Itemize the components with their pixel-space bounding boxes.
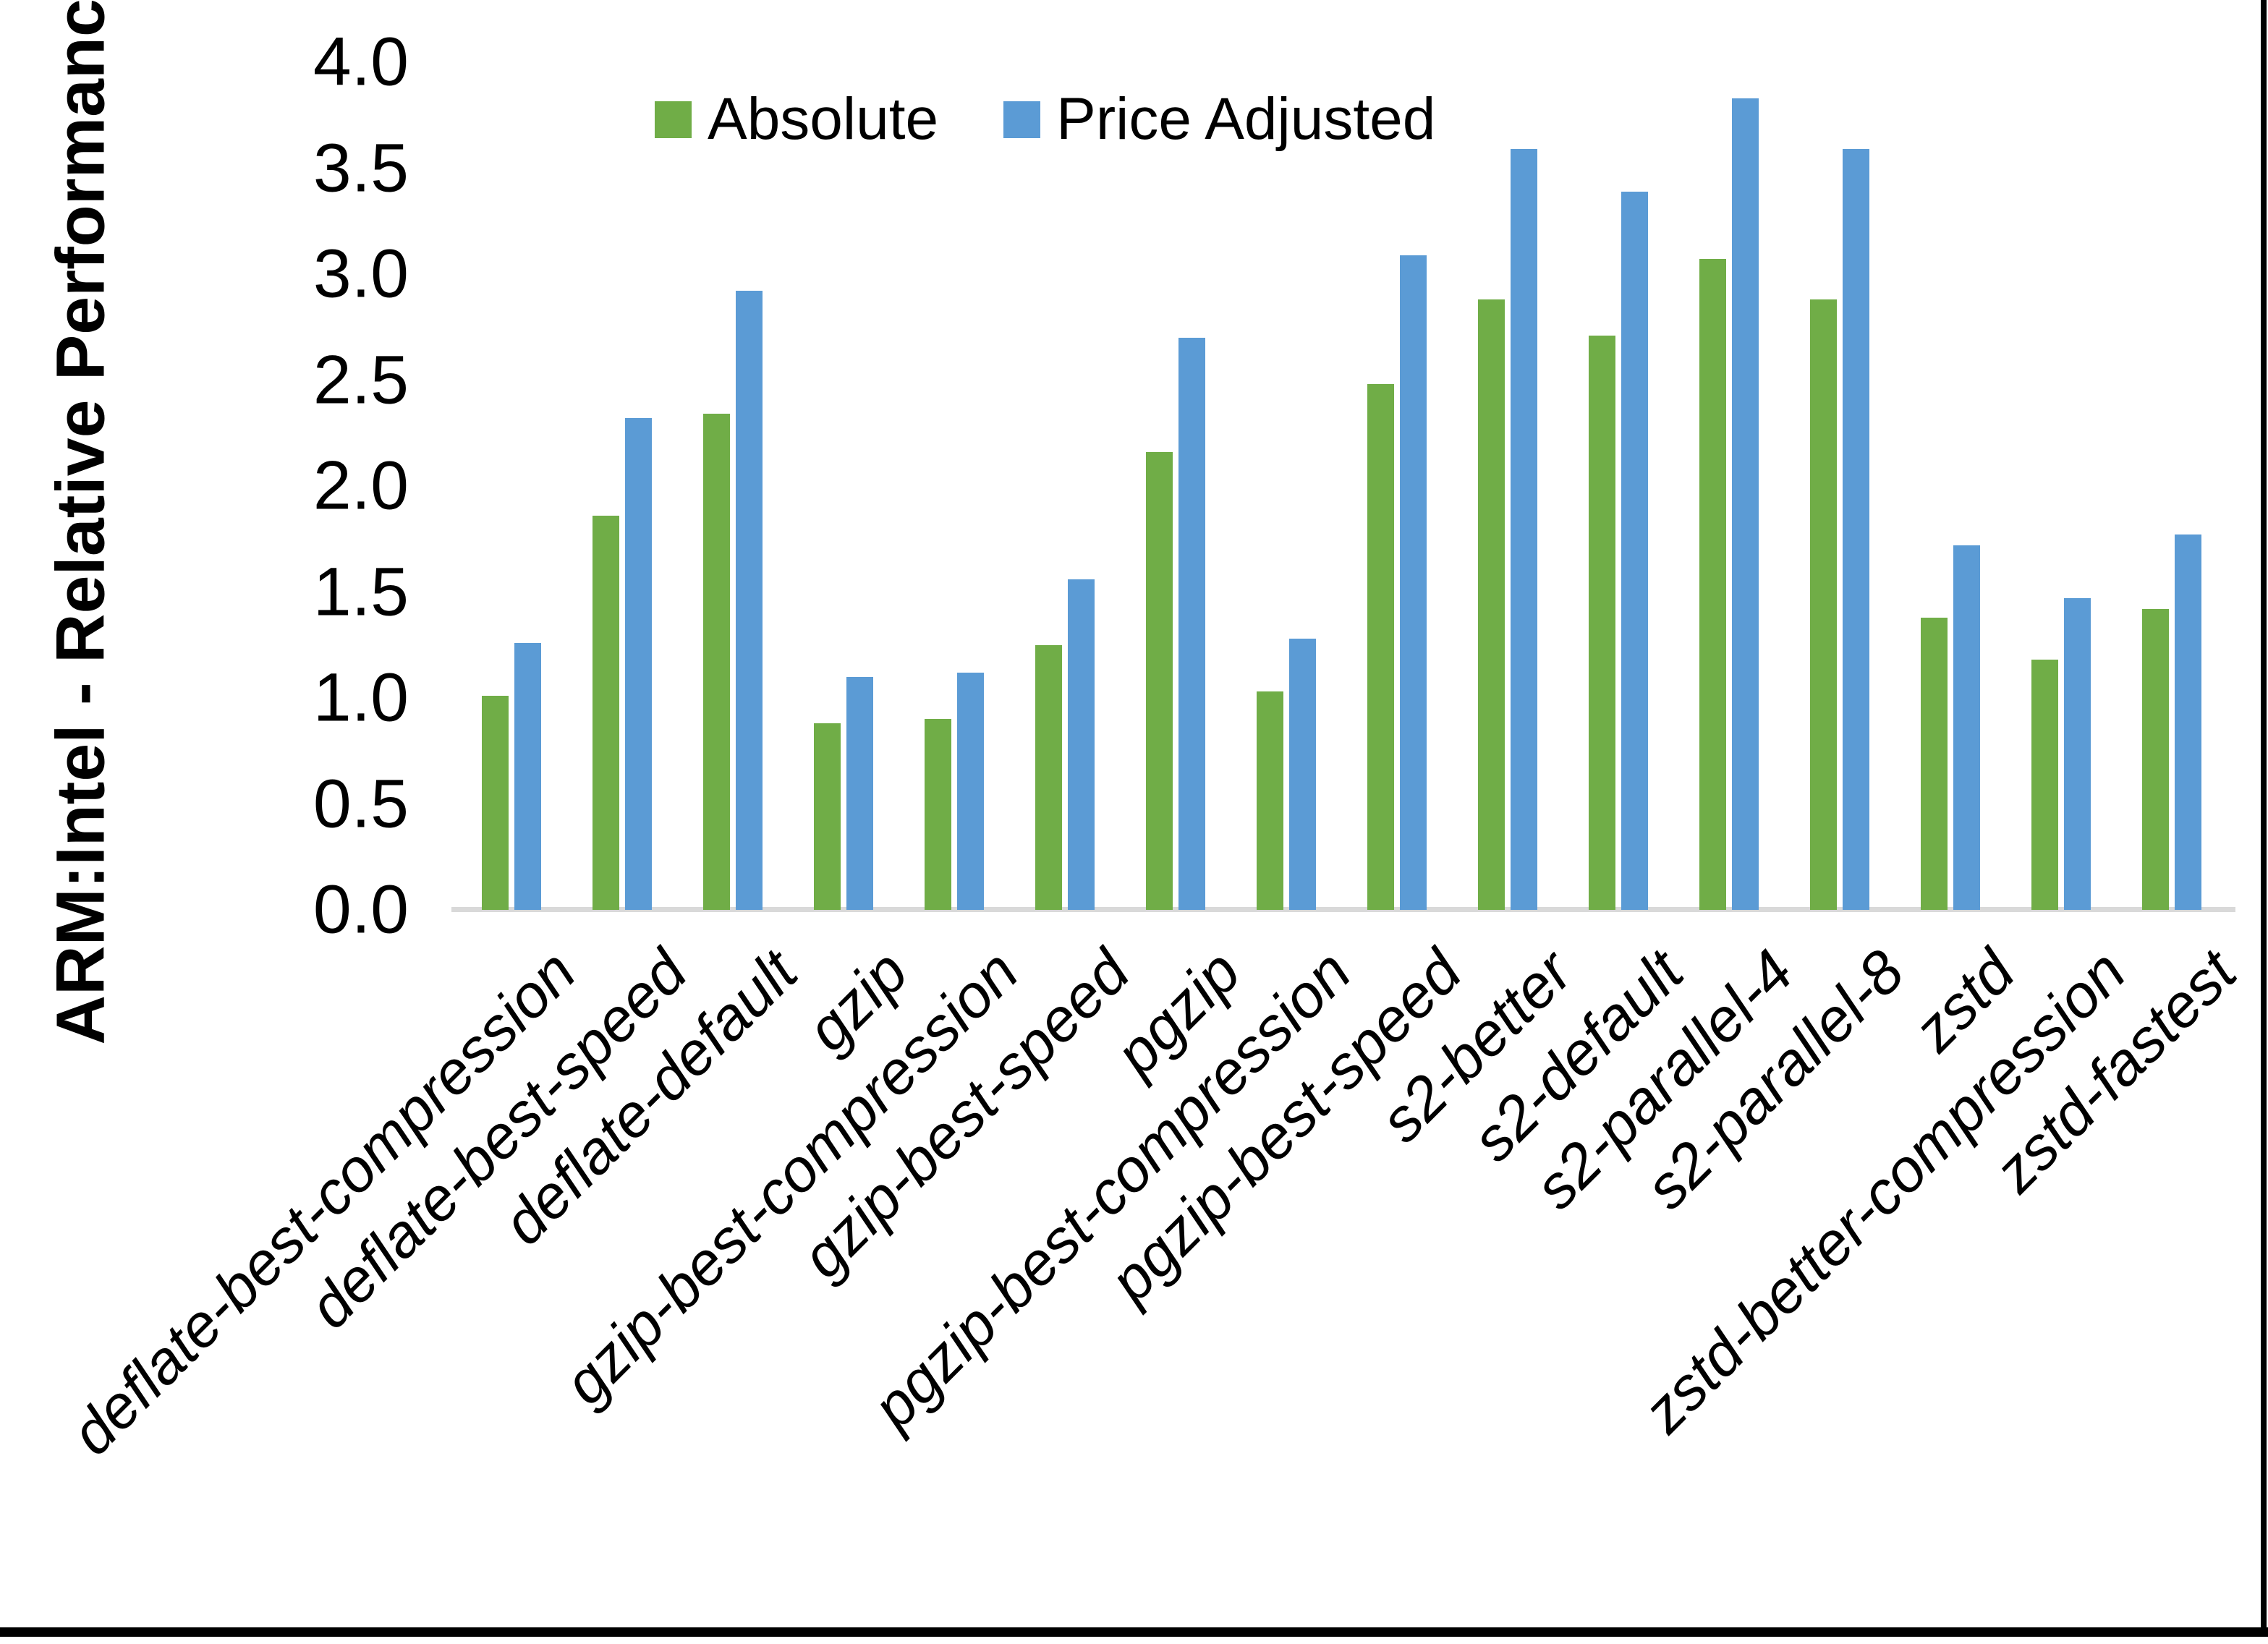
bar-group: [788, 62, 899, 910]
bar-group: [456, 62, 566, 910]
bar-price-adjusted: [1621, 192, 1648, 910]
bar-price-adjusted: [2174, 534, 2201, 910]
bar-absolute: [481, 696, 509, 910]
legend-item-price-adjusted: Price Adjusted: [1003, 85, 1435, 153]
bar-group: [1563, 62, 1673, 910]
y-tick-label: 1.0: [313, 659, 409, 736]
bar-group: [1895, 62, 2005, 910]
bar-group: [899, 62, 1009, 910]
y-axis-title: ARM:Intel - Relative Performance: [42, 0, 119, 1045]
y-tick-label: 3.0: [313, 235, 409, 312]
bar-price-adjusted: [2063, 598, 2091, 910]
bar-group: [1231, 62, 1341, 910]
bar-group: [1673, 62, 1784, 910]
bar-absolute: [813, 723, 841, 910]
bar-group: [2005, 62, 2116, 910]
y-tick-label: 2.5: [313, 341, 409, 418]
bar-absolute: [1920, 618, 1948, 910]
legend-swatch-icon: [1003, 101, 1041, 138]
bar-price-adjusted: [1067, 579, 1095, 910]
bar-absolute: [1477, 299, 1505, 910]
legend-label: Price Adjusted: [1056, 86, 1436, 152]
bar-price-adjusted: [1953, 545, 1980, 910]
bar-group: [1784, 62, 1895, 910]
right-border: [2261, 0, 2267, 1637]
bar-group: [677, 62, 788, 910]
bar-price-adjusted: [1510, 149, 1537, 910]
bar-absolute: [1367, 384, 1394, 910]
y-tick-label: 0.0: [313, 871, 409, 948]
bar-price-adjusted: [514, 643, 541, 910]
bar-group: [1452, 62, 1563, 910]
legend: Absolute Price Adjusted: [655, 85, 1435, 153]
bar-price-adjusted: [624, 418, 652, 910]
bar-group: [2116, 62, 2227, 910]
bar-absolute: [2031, 660, 2058, 910]
bar-absolute: [1588, 336, 1615, 910]
y-tick-label: 3.5: [313, 129, 409, 206]
bar-price-adjusted: [735, 291, 763, 910]
x-axis-line: [451, 907, 2235, 912]
bar-group: [1120, 62, 1231, 910]
bar-price-adjusted: [1842, 149, 1869, 910]
bar-price-adjusted: [1731, 98, 1759, 910]
bar-price-adjusted: [1288, 639, 1316, 910]
legend-item-absolute: Absolute: [655, 85, 938, 153]
bar-group: [1341, 62, 1452, 910]
bar-absolute: [1699, 259, 1726, 910]
bar-absolute: [1035, 645, 1062, 910]
bar-price-adjusted: [956, 673, 984, 910]
bar-group: [1009, 62, 1120, 910]
legend-swatch-icon: [655, 101, 692, 138]
bar-absolute: [592, 516, 619, 910]
bar-absolute: [2141, 609, 2169, 910]
legend-label: Absolute: [708, 86, 939, 152]
bar-price-adjusted: [1399, 255, 1427, 910]
bar-absolute: [924, 719, 951, 910]
bar-absolute: [702, 414, 730, 910]
bar-absolute: [1809, 299, 1837, 910]
bar-absolute: [1256, 691, 1283, 910]
bar-price-adjusted: [846, 677, 873, 910]
bottom-border: [0, 1627, 2268, 1637]
y-tick-label: 2.0: [313, 447, 409, 524]
y-tick-label: 4.0: [313, 23, 409, 101]
y-tick-label: 0.5: [313, 765, 409, 842]
y-tick-label: 1.5: [313, 553, 409, 630]
bar-group: [566, 62, 677, 910]
bar-absolute: [1145, 452, 1173, 910]
bar-price-adjusted: [1178, 338, 1205, 910]
